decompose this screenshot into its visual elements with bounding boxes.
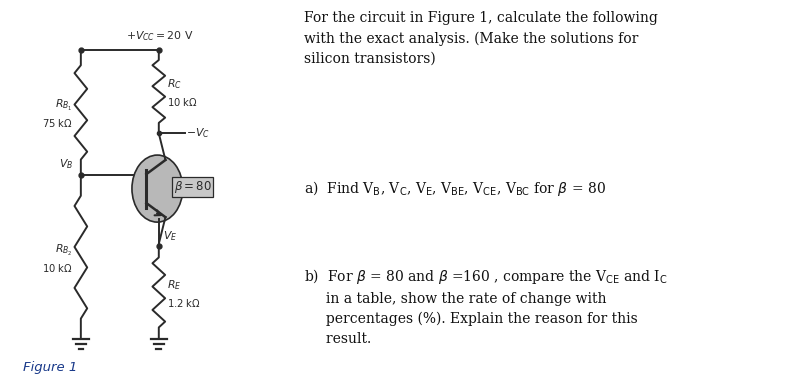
Text: a)  Find V$_\mathsf{B}$, V$_\mathsf{C}$, V$_\mathsf{E}$, V$_\mathsf{BE}$, V$_\ma: a) Find V$_\mathsf{B}$, V$_\mathsf{C}$, … bbox=[304, 179, 606, 198]
Text: $R_{B_1}$: $R_{B_1}$ bbox=[55, 98, 73, 113]
Text: $+V_{CC} = 20\ \mathrm{V}$: $+V_{CC} = 20\ \mathrm{V}$ bbox=[127, 29, 194, 43]
Circle shape bbox=[132, 155, 183, 222]
Text: $V_E$: $V_E$ bbox=[163, 229, 177, 243]
Text: $R_{B_2}$: $R_{B_2}$ bbox=[55, 243, 73, 258]
Text: $R_E$: $R_E$ bbox=[167, 279, 181, 293]
Text: Figure 1: Figure 1 bbox=[23, 361, 77, 374]
Text: $10\ \mathrm{k\Omega}$: $10\ \mathrm{k\Omega}$ bbox=[167, 96, 198, 108]
Text: $75\ \mathrm{k\Omega}$: $75\ \mathrm{k\Omega}$ bbox=[42, 117, 73, 129]
Text: $R_C$: $R_C$ bbox=[167, 78, 182, 91]
Text: $1.2\ \mathrm{k\Omega}$: $1.2\ \mathrm{k\Omega}$ bbox=[167, 297, 200, 309]
Text: $V_B$: $V_B$ bbox=[59, 157, 73, 171]
Text: For the circuit in Figure 1, calculate the following
with the exact analysis. (M: For the circuit in Figure 1, calculate t… bbox=[304, 11, 658, 66]
Text: b)  For $\beta$ = 80 and $\beta$ =160 , compare the V$_\mathsf{CE}$ and I$_\math: b) For $\beta$ = 80 and $\beta$ =160 , c… bbox=[304, 267, 668, 346]
FancyBboxPatch shape bbox=[172, 176, 213, 197]
Text: $\beta = 80$: $\beta = 80$ bbox=[174, 179, 212, 195]
Text: $10\ \mathrm{k\Omega}$: $10\ \mathrm{k\Omega}$ bbox=[42, 262, 73, 274]
Text: $-V_C$: $-V_C$ bbox=[186, 126, 210, 140]
